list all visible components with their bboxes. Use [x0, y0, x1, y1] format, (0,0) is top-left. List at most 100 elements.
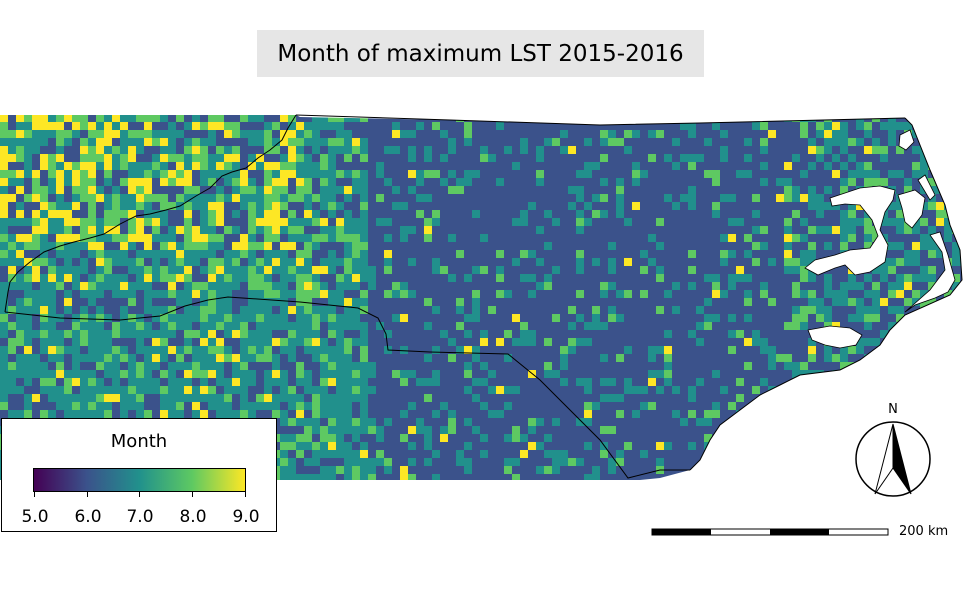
- raster-cell: [952, 298, 960, 306]
- raster-cell: [40, 218, 48, 226]
- raster-cell: [192, 234, 200, 242]
- raster-cell: [688, 314, 696, 322]
- raster-cell: [280, 194, 288, 202]
- raster-cell: [8, 338, 16, 346]
- raster-cell: [648, 218, 656, 226]
- raster-cell: [384, 338, 392, 346]
- raster-cell: [320, 242, 328, 250]
- raster-cell: [40, 178, 48, 186]
- raster-cell: [480, 274, 488, 282]
- raster-cell: [896, 178, 904, 186]
- raster-cell: [912, 146, 920, 154]
- raster-cell: [64, 154, 72, 162]
- raster-cell: [152, 394, 160, 402]
- raster-cell: [128, 154, 136, 162]
- raster-cell: [0, 274, 8, 282]
- raster-cell: [656, 186, 664, 194]
- raster-cell: [960, 210, 962, 218]
- raster-cell: [208, 394, 216, 402]
- raster-cell: [552, 138, 560, 146]
- raster-cell: [136, 338, 144, 346]
- raster-cell: [376, 162, 384, 170]
- raster-cell: [824, 274, 832, 282]
- raster-cell: [432, 434, 440, 442]
- raster-cell: [912, 170, 920, 178]
- raster-cell: [736, 322, 744, 330]
- raster-cell: [112, 258, 120, 266]
- raster-cell: [688, 394, 696, 402]
- raster-cell: [528, 130, 536, 138]
- raster-cell: [40, 170, 48, 178]
- raster-cell: [64, 338, 72, 346]
- raster-cell: [48, 314, 56, 322]
- raster-cell: [272, 274, 280, 282]
- raster-cell: [176, 386, 184, 394]
- raster-cell: [304, 322, 312, 330]
- raster-cell: [120, 115, 128, 122]
- raster-cell: [104, 202, 112, 210]
- raster-cell: [840, 354, 848, 362]
- raster-cell: [592, 186, 600, 194]
- raster-cell: [672, 434, 680, 442]
- raster-cell: [344, 330, 352, 338]
- raster-cell: [264, 290, 272, 298]
- raster-cell: [952, 378, 960, 386]
- raster-cell: [304, 154, 312, 162]
- raster-cell: [664, 418, 672, 426]
- raster-cell: [928, 218, 936, 226]
- raster-cell: [952, 434, 960, 442]
- raster-cell: [712, 122, 720, 130]
- raster-cell: [488, 186, 496, 194]
- raster-cell: [104, 370, 112, 378]
- raster-cell: [128, 386, 136, 394]
- raster-cell: [680, 402, 688, 410]
- raster-cell: [400, 274, 408, 282]
- raster-cell: [312, 122, 320, 130]
- raster-cell: [520, 170, 528, 178]
- raster-cell: [320, 218, 328, 226]
- raster-cell: [656, 194, 664, 202]
- raster-cell: [432, 410, 440, 418]
- raster-cell: [160, 242, 168, 250]
- raster-cell: [464, 218, 472, 226]
- raster-cell: [848, 115, 856, 122]
- raster-cell: [32, 266, 40, 274]
- raster-cell: [64, 370, 72, 378]
- raster-cell: [656, 154, 664, 162]
- raster-cell: [864, 290, 872, 298]
- raster-cell: [24, 370, 32, 378]
- raster-cell: [480, 330, 488, 338]
- raster-cell: [472, 186, 480, 194]
- raster-cell: [488, 306, 496, 314]
- raster-cell: [256, 282, 264, 290]
- raster-cell: [776, 418, 784, 426]
- raster-cell: [584, 306, 592, 314]
- raster-cell: [128, 410, 136, 418]
- raster-cell: [856, 210, 864, 218]
- raster-cell: [648, 274, 656, 282]
- raster-cell: [344, 402, 352, 410]
- raster-cell: [632, 178, 640, 186]
- raster-cell: [184, 410, 192, 418]
- raster-cell: [904, 346, 912, 354]
- raster-cell: [240, 298, 248, 306]
- raster-cell: [936, 122, 944, 130]
- raster-cell: [520, 410, 528, 418]
- raster-cell: [944, 138, 952, 146]
- raster-cell: [448, 138, 456, 146]
- raster-cell: [960, 226, 962, 234]
- raster-cell: [304, 202, 312, 210]
- raster-cell: [208, 130, 216, 138]
- raster-cell: [736, 354, 744, 362]
- raster-cell: [288, 162, 296, 170]
- raster-cell: [456, 226, 464, 234]
- raster-cell: [776, 202, 784, 210]
- raster-cell: [560, 130, 568, 138]
- raster-cell: [16, 282, 24, 290]
- raster-cell: [840, 394, 848, 402]
- raster-cell: [520, 274, 528, 282]
- raster-cell: [104, 146, 112, 154]
- raster-cell: [248, 402, 256, 410]
- raster-cell: [744, 362, 752, 370]
- raster-cell: [64, 266, 72, 274]
